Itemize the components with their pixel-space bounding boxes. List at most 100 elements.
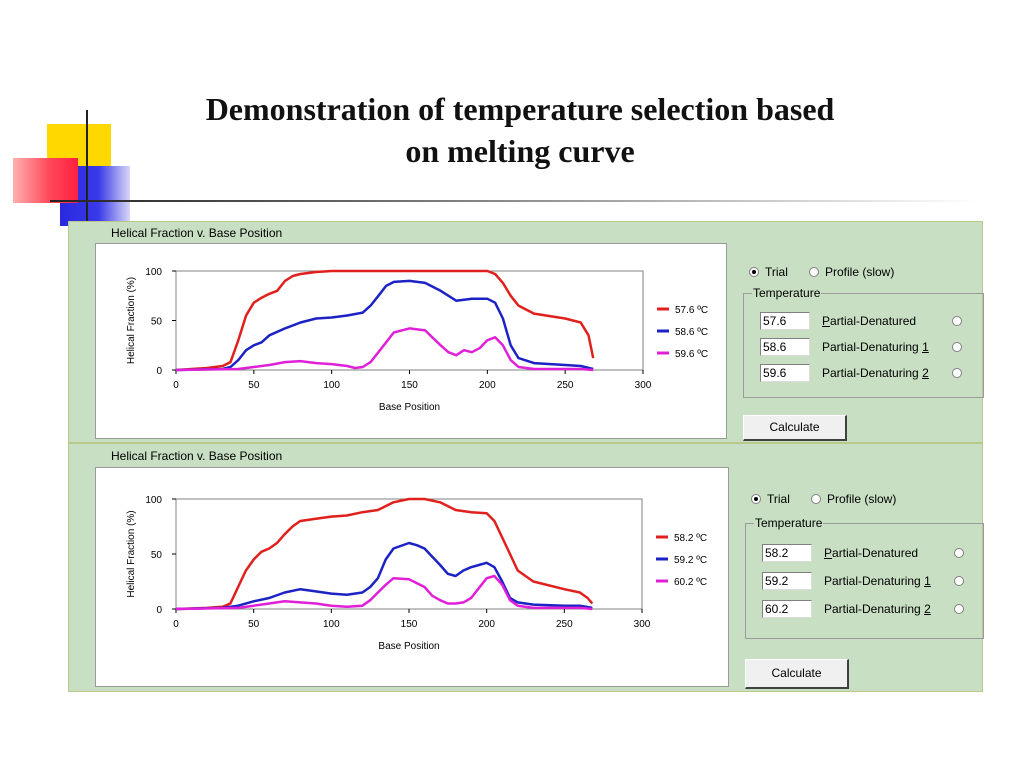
temp-label-denatured: Partial-Denatured bbox=[822, 314, 952, 328]
radio-trial-indicator[interactable] bbox=[751, 494, 761, 504]
radio-trial-label: Trial bbox=[767, 492, 790, 506]
accesskey: 1 bbox=[922, 340, 929, 354]
temp-row-denatured: Partial-Denatured bbox=[762, 544, 970, 562]
legend-label: 59.2 ºC bbox=[674, 555, 707, 566]
label-rest: artial-Denatured bbox=[832, 546, 919, 560]
accesskey: 1 bbox=[924, 574, 931, 588]
x-tick-label: 300 bbox=[635, 380, 652, 391]
decor-horizontal-line bbox=[50, 200, 980, 202]
x-tick-label: 150 bbox=[401, 380, 418, 391]
temp-row-denaturing-1: Partial-Denaturing 1 bbox=[760, 338, 968, 356]
plot-frame bbox=[175, 498, 643, 610]
x-tick-label: 50 bbox=[248, 380, 260, 391]
radio-profile[interactable]: Profile (slow) bbox=[809, 265, 894, 279]
slide-title-line-1: Demonstration of temperature selection b… bbox=[205, 91, 835, 127]
slide-title: Demonstration of temperature selection b… bbox=[110, 88, 930, 172]
legend-label: 60.2 ºC bbox=[674, 577, 707, 588]
temp-row-denaturing-2: Partial-Denaturing 2 bbox=[762, 600, 970, 618]
y-tick-label: 0 bbox=[156, 366, 162, 377]
label-pre: Partial-Denaturing bbox=[824, 574, 925, 588]
radio-profile[interactable]: Profile (slow) bbox=[811, 492, 896, 506]
temperature-group: Temperature Partial-Denatured Partial-De… bbox=[743, 286, 984, 398]
legend-label: 58.2 ºC bbox=[674, 533, 707, 544]
legend-label: 57.6 ºC bbox=[675, 305, 708, 316]
y-axis-label: Helical Fraction (%) bbox=[126, 277, 137, 364]
radio-denaturing-1[interactable] bbox=[954, 576, 964, 586]
label-rest: artial-Denatured bbox=[830, 314, 917, 328]
x-tick-label: 200 bbox=[478, 619, 495, 630]
series-line bbox=[175, 269, 595, 372]
temp-input-denatured[interactable] bbox=[762, 544, 812, 562]
slide-title-line-2: on melting curve bbox=[405, 133, 635, 169]
radio-trial[interactable]: Trial bbox=[751, 492, 790, 506]
label-pre: Partial-Denaturing bbox=[822, 340, 923, 354]
temp-row-denaturing-1: Partial-Denaturing 1 bbox=[762, 572, 970, 590]
radio-denatured[interactable] bbox=[954, 548, 964, 558]
y-tick-label: 0 bbox=[156, 605, 162, 616]
y-tick-label: 50 bbox=[151, 317, 163, 328]
temperature-group: Temperature Partial-Denatured Partial-De… bbox=[745, 516, 984, 639]
x-tick-label: 250 bbox=[557, 380, 574, 391]
accesskey: 2 bbox=[924, 602, 931, 616]
decor-vertical-line bbox=[86, 110, 88, 222]
series-line bbox=[175, 574, 593, 611]
radio-denaturing-2[interactable] bbox=[952, 368, 962, 378]
series-line bbox=[175, 497, 594, 611]
label-pre: Partial-Denaturing bbox=[822, 366, 923, 380]
radio-profile-indicator[interactable] bbox=[809, 267, 819, 277]
x-tick-label: 0 bbox=[173, 380, 179, 391]
temp-input-denaturing-1[interactable] bbox=[762, 572, 812, 590]
temp-row-denaturing-2: Partial-Denaturing 2 bbox=[760, 364, 968, 382]
x-tick-label: 250 bbox=[556, 619, 573, 630]
calculate-button[interactable]: Calculate bbox=[743, 415, 847, 441]
label-pre: Partial-Denaturing bbox=[824, 602, 925, 616]
radio-profile-label: Profile (slow) bbox=[827, 492, 897, 506]
radio-trial-indicator[interactable] bbox=[749, 267, 759, 277]
x-tick-label: 200 bbox=[479, 380, 496, 391]
radio-denaturing-1[interactable] bbox=[952, 342, 962, 352]
series-line bbox=[175, 327, 594, 372]
temp-input-denaturing-2[interactable] bbox=[762, 600, 812, 618]
x-axis-label: Base Position bbox=[379, 402, 440, 413]
legend-label: 58.6 ºC bbox=[675, 327, 708, 338]
helical-fraction-chart: 0 50 100 150 200 250 300 0 50 100 Base Position Hel… bbox=[126, 267, 708, 413]
temp-label-denaturing-2: Partial-Denaturing 2 bbox=[822, 366, 952, 380]
temp-label-denaturing-2: Partial-Denaturing 2 bbox=[824, 602, 954, 616]
temp-label-denatured: Partial-Denatured bbox=[824, 546, 954, 560]
x-tick-label: 100 bbox=[323, 619, 340, 630]
temp-input-denatured[interactable] bbox=[760, 312, 810, 330]
x-tick-label: 100 bbox=[323, 380, 340, 391]
y-tick-label: 100 bbox=[145, 267, 162, 278]
temp-label-denaturing-1: Partial-Denaturing 1 bbox=[824, 574, 954, 588]
temp-input-denaturing-2[interactable] bbox=[760, 364, 810, 382]
chart-area: 0 50 100 150 200 250 300 0 50 100 Base Position Hel… bbox=[95, 467, 729, 687]
y-tick-label: 100 bbox=[145, 495, 162, 506]
radio-trial-label: Trial bbox=[765, 265, 788, 279]
helical-fraction-chart: 0 50 100 150 200 250 300 0 50 100 Base Position Hel… bbox=[126, 495, 707, 652]
temp-label-denaturing-1: Partial-Denaturing 1 bbox=[822, 340, 952, 354]
plot-title: Helical Fraction v. Base Position bbox=[111, 226, 283, 240]
x-tick-label: 50 bbox=[248, 619, 260, 630]
temperature-group-title: Temperature bbox=[752, 286, 822, 300]
x-tick-label: 300 bbox=[634, 619, 651, 630]
x-tick-label: 150 bbox=[401, 619, 418, 630]
decor-red-square bbox=[13, 158, 78, 203]
accesskey: P bbox=[824, 546, 833, 560]
series-line bbox=[175, 279, 594, 372]
accesskey: P bbox=[822, 314, 831, 328]
temperature-group-title: Temperature bbox=[754, 516, 824, 530]
radio-denatured[interactable] bbox=[952, 316, 962, 326]
radio-profile-label: Profile (slow) bbox=[825, 265, 895, 279]
temp-input-denaturing-1[interactable] bbox=[760, 338, 810, 356]
radio-trial[interactable]: Trial bbox=[749, 265, 788, 279]
y-tick-label: 50 bbox=[151, 550, 163, 561]
radio-denaturing-2[interactable] bbox=[954, 604, 964, 614]
radio-profile-indicator[interactable] bbox=[811, 494, 821, 504]
legend-label: 59.6 ºC bbox=[675, 349, 708, 360]
x-axis-label: Base Position bbox=[378, 641, 439, 652]
chart-area: 0 50 100 150 200 250 300 0 50 100 Base Position Hel… bbox=[95, 243, 727, 439]
plot-title: Helical Fraction v. Base Position bbox=[111, 449, 283, 463]
accesskey: 2 bbox=[922, 366, 929, 380]
calculate-button[interactable]: Calculate bbox=[745, 659, 849, 689]
melting-panel-2: Helical Fraction v. Base Position 0 50 100… bbox=[68, 443, 984, 692]
